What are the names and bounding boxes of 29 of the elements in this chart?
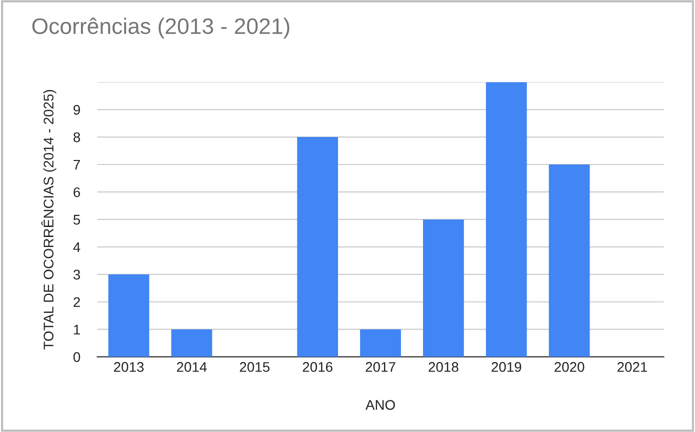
y-tick-label: 0 [73, 352, 80, 362]
x-tick-label: 2015 [240, 362, 270, 372]
y-axis-title: TOTAL DE OCORRÊNCIAS (2014 - 2025) [41, 90, 56, 350]
y-tick-label: 1 [74, 324, 80, 334]
chart-title: Ocorrências (2013 - 2021) [32, 18, 290, 38]
y-tick-label: 2 [74, 297, 80, 307]
y-tick-label: 9 [74, 104, 80, 115]
x-tick-label: 2013 [114, 362, 144, 372]
y-tick-label: 8 [74, 132, 80, 142]
x-tick-label: 2021 [618, 362, 648, 372]
bar [548, 164, 590, 357]
bar [422, 219, 464, 357]
x-tick-label: 2020 [554, 362, 584, 372]
x-tick-label: 2014 [176, 362, 207, 372]
x-axis-title: ANO [365, 400, 395, 410]
x-tick-label: 2016 [302, 362, 332, 372]
bar [171, 329, 212, 357]
y-tick-label: 6 [74, 187, 80, 198]
bar [108, 274, 150, 357]
bar [297, 137, 338, 357]
y-tick-label: 5 [73, 214, 80, 225]
x-tick-label: 2017 [366, 362, 396, 372]
bar [360, 329, 401, 357]
y-tick-label: 3 [73, 270, 80, 280]
bar [486, 82, 527, 357]
y-tick-label: 4 [73, 242, 80, 252]
x-tick-label: 2019 [492, 362, 522, 372]
y-tick-label: 7 [74, 160, 80, 170]
x-tick-label: 2018 [428, 362, 458, 372]
